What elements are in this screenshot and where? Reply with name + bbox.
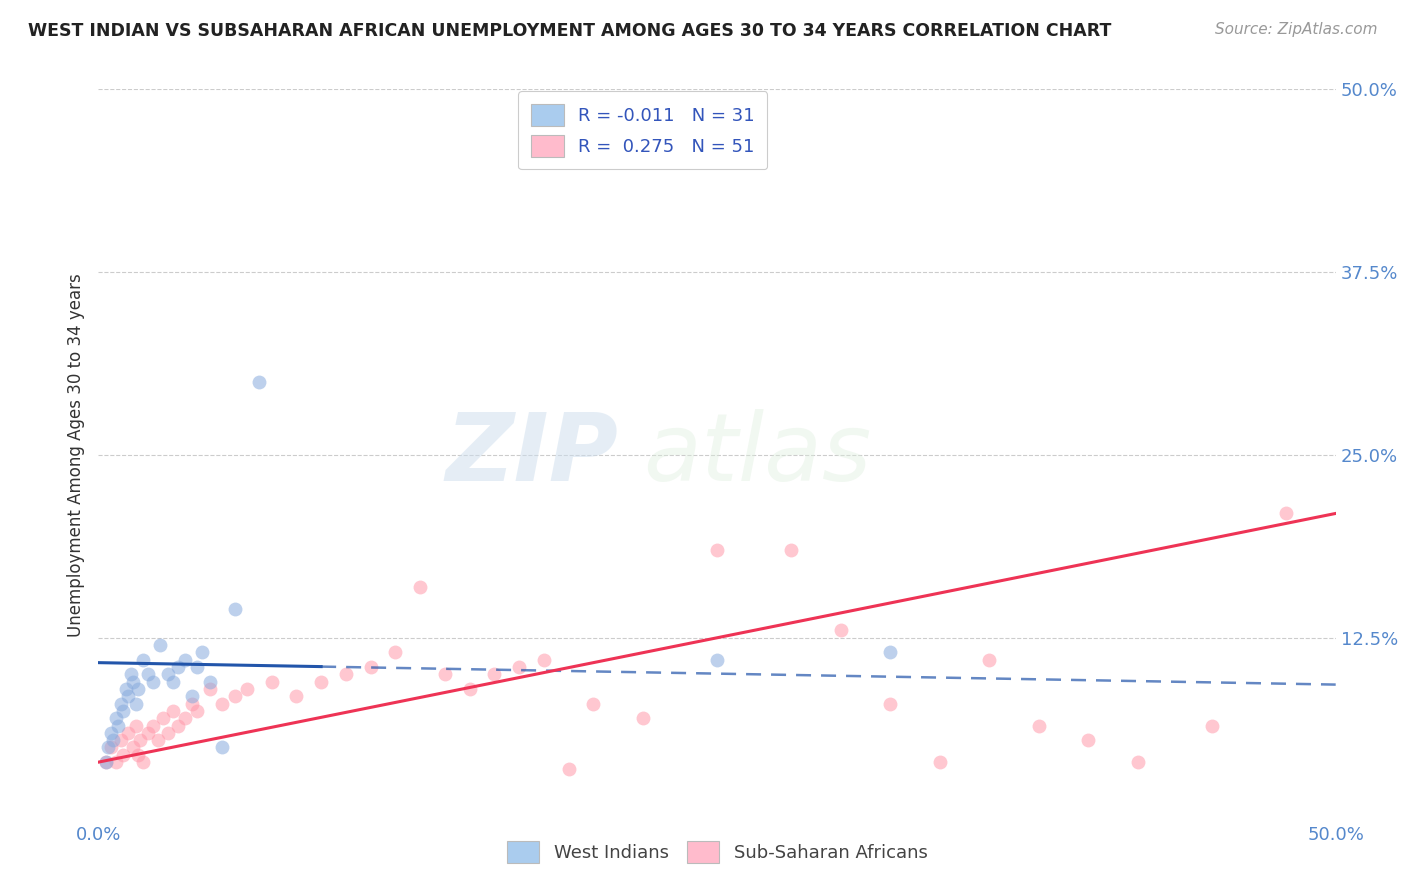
Point xyxy=(97,740,120,755)
Point xyxy=(830,624,852,638)
Point xyxy=(127,681,149,696)
Point xyxy=(166,718,188,732)
Point xyxy=(433,667,456,681)
Point xyxy=(94,755,117,769)
Point xyxy=(780,543,803,558)
Y-axis label: Unemployment Among Ages 30 to 34 years: Unemployment Among Ages 30 to 34 years xyxy=(66,273,84,637)
Point xyxy=(1126,755,1149,769)
Point xyxy=(124,697,146,711)
Point xyxy=(110,733,132,747)
Point xyxy=(117,726,139,740)
Point xyxy=(103,733,125,747)
Point xyxy=(979,653,1001,667)
Point xyxy=(1201,718,1223,732)
Point xyxy=(224,601,246,615)
Point xyxy=(142,718,165,732)
Point xyxy=(122,740,145,755)
Point xyxy=(211,740,233,755)
Point xyxy=(110,697,132,711)
Point xyxy=(122,674,145,689)
Point xyxy=(114,681,136,696)
Point xyxy=(928,755,950,769)
Point xyxy=(174,653,197,667)
Point xyxy=(136,726,159,740)
Point xyxy=(129,733,152,747)
Point xyxy=(260,674,283,689)
Point xyxy=(409,580,432,594)
Point xyxy=(107,718,129,732)
Point xyxy=(458,681,481,696)
Point xyxy=(631,711,654,725)
Point xyxy=(191,645,214,659)
Point xyxy=(132,653,155,667)
Point xyxy=(706,653,728,667)
Point xyxy=(186,660,208,674)
Point xyxy=(152,711,174,725)
Point xyxy=(112,704,135,718)
Point xyxy=(360,660,382,674)
Point xyxy=(112,747,135,762)
Point xyxy=(142,674,165,689)
Point xyxy=(309,674,332,689)
Text: Source: ZipAtlas.com: Source: ZipAtlas.com xyxy=(1215,22,1378,37)
Point xyxy=(162,674,184,689)
Point xyxy=(1028,718,1050,732)
Point xyxy=(198,674,221,689)
Point xyxy=(162,704,184,718)
Point xyxy=(120,667,142,681)
Point xyxy=(166,660,188,674)
Point xyxy=(335,667,357,681)
Point xyxy=(181,690,204,704)
Legend: West Indians, Sub-Saharan Africans: West Indians, Sub-Saharan Africans xyxy=(499,834,935,870)
Point xyxy=(508,660,530,674)
Point xyxy=(104,711,127,725)
Point xyxy=(156,667,179,681)
Point xyxy=(879,697,901,711)
Point xyxy=(156,726,179,740)
Point xyxy=(149,638,172,652)
Point xyxy=(94,755,117,769)
Point xyxy=(174,711,197,725)
Point xyxy=(557,763,579,777)
Point xyxy=(533,653,555,667)
Point xyxy=(224,690,246,704)
Point xyxy=(1077,733,1099,747)
Point xyxy=(582,697,605,711)
Point xyxy=(100,726,122,740)
Point xyxy=(384,645,406,659)
Point xyxy=(198,681,221,696)
Point xyxy=(706,543,728,558)
Point xyxy=(181,697,204,711)
Point xyxy=(132,755,155,769)
Point xyxy=(146,733,169,747)
Point xyxy=(100,740,122,755)
Text: ZIP: ZIP xyxy=(446,409,619,501)
Point xyxy=(247,375,270,389)
Point xyxy=(236,681,259,696)
Point xyxy=(211,697,233,711)
Text: WEST INDIAN VS SUBSAHARAN AFRICAN UNEMPLOYMENT AMONG AGES 30 TO 34 YEARS CORRELA: WEST INDIAN VS SUBSAHARAN AFRICAN UNEMPL… xyxy=(28,22,1112,40)
Point xyxy=(484,667,506,681)
Point xyxy=(127,747,149,762)
Point xyxy=(1275,507,1298,521)
Text: atlas: atlas xyxy=(643,409,872,500)
Point xyxy=(879,645,901,659)
Point xyxy=(104,755,127,769)
Point xyxy=(124,718,146,732)
Point xyxy=(136,667,159,681)
Point xyxy=(117,690,139,704)
Point xyxy=(285,690,308,704)
Point xyxy=(186,704,208,718)
